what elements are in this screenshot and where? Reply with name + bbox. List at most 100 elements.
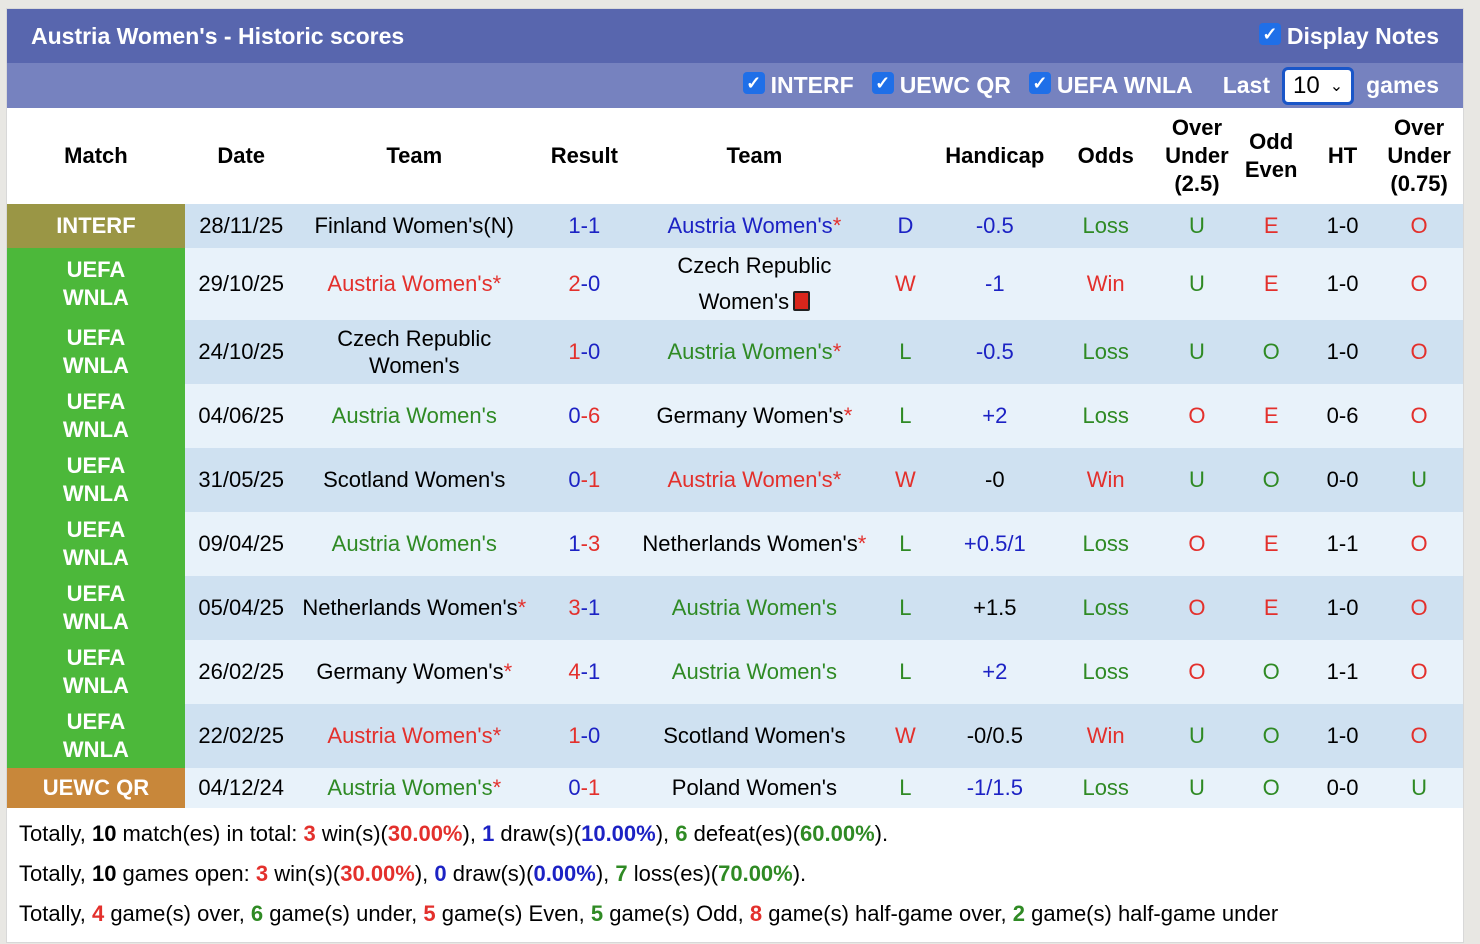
home-team[interactable]: Austria Women's* bbox=[298, 248, 531, 320]
home-score: 1 bbox=[568, 723, 581, 748]
team-name[interactable]: Scotland Women's bbox=[663, 723, 846, 748]
summary-fragment: games open: bbox=[116, 861, 256, 886]
result-score[interactable]: 0-6 bbox=[531, 384, 638, 448]
team-name[interactable]: Poland Women's bbox=[671, 775, 837, 800]
home-team[interactable]: Austria Women's bbox=[298, 512, 531, 576]
table-row[interactable]: UEFA WNLA 05/04/25 Netherlands Women's* 3-1… bbox=[7, 576, 1463, 640]
table-row[interactable]: UEFA WNLA 04/06/25 Austria Women's 0-6 Germa… bbox=[7, 384, 1463, 448]
table-row[interactable]: UEFA WNLA 29/10/25 Austria Women's* 2-0 Czec… bbox=[7, 248, 1463, 320]
result-score[interactable]: 2-0 bbox=[531, 248, 638, 320]
summary-fragment: 1 bbox=[482, 821, 495, 846]
team-name[interactable]: Austria Women's bbox=[671, 595, 837, 620]
team-name[interactable]: Austria Women's bbox=[327, 723, 493, 748]
result-score[interactable]: 1-3 bbox=[531, 512, 638, 576]
team-name[interactable]: Austria Women's bbox=[671, 659, 837, 684]
display-notes-toggle[interactable]: ✓ Display Notes bbox=[1258, 22, 1439, 50]
home-team[interactable]: Germany Women's* bbox=[298, 640, 531, 704]
half-time-score: 0-0 bbox=[1326, 775, 1359, 800]
result-score[interactable]: 1-0 bbox=[531, 704, 638, 768]
table-row[interactable]: UEFA WNLA 09/04/25 Austria Women's 1-3 Nethe… bbox=[7, 512, 1463, 576]
odds-result: Win bbox=[1086, 723, 1125, 748]
summary-fragment: ). bbox=[874, 821, 889, 846]
team-name[interactable]: Austria Women's bbox=[667, 467, 833, 492]
summary-fragment: 7 bbox=[615, 861, 628, 886]
competition-badge: UEFA WNLA bbox=[7, 512, 185, 576]
away-team[interactable]: Scotland Women's bbox=[638, 704, 871, 768]
away-team[interactable]: Germany Women's* bbox=[638, 384, 871, 448]
handicap: -0.5 bbox=[975, 213, 1014, 238]
result-score[interactable]: 4-1 bbox=[531, 640, 638, 704]
table-row[interactable]: UEFA WNLA 31/05/25 Scotland Women's 0-1 Aust… bbox=[7, 448, 1463, 512]
summary-fragment: 10 bbox=[91, 861, 117, 886]
home-team[interactable]: Netherlands Women's* bbox=[298, 576, 531, 640]
team-name[interactable]: Austria Women's bbox=[331, 531, 497, 556]
away-team[interactable]: Austria Women's* bbox=[638, 320, 871, 384]
checkbox-checked-icon[interactable]: ✓ bbox=[742, 72, 765, 94]
summary-fragment: 3 bbox=[303, 821, 316, 846]
filter-uewc-qr[interactable]: ✓ UEWC QR bbox=[871, 72, 1011, 99]
odds-result: Win bbox=[1086, 271, 1125, 296]
table-row[interactable]: UEFA WNLA 24/10/25 Czech Republic Women's 1… bbox=[7, 320, 1463, 384]
table-row[interactable]: UEFA WNLA 22/02/25 Austria Women's* 1-0 Scot… bbox=[7, 704, 1463, 768]
team-name[interactable]: Austria Women's bbox=[667, 213, 833, 238]
odds-result: Loss bbox=[1082, 595, 1129, 620]
table-row[interactable]: UEFA WNLA 26/02/25 Germany Women's* 4-1 Aust… bbox=[7, 640, 1463, 704]
result-letter: W bbox=[895, 723, 916, 748]
away-team[interactable]: Poland Women's bbox=[638, 768, 871, 808]
summary-line: Totally, 4 game(s) over, 6 game(s) under… bbox=[19, 894, 1451, 934]
result-score[interactable]: 0-1 bbox=[531, 448, 638, 512]
result-letter: W bbox=[895, 271, 916, 296]
home-team[interactable]: Austria Women's* bbox=[298, 704, 531, 768]
home-team[interactable]: Czech Republic Women's bbox=[298, 320, 531, 384]
handicap: -0/0.5 bbox=[966, 723, 1023, 748]
scores-table: Match Date Team Result Team Handicap Odds Over … bbox=[7, 108, 1463, 808]
half-time-score: 1-0 bbox=[1326, 213, 1359, 238]
summary-fragment: 10.00% bbox=[581, 821, 656, 846]
team-name[interactable]: Germany Women's bbox=[316, 659, 504, 684]
team-name[interactable]: Germany Women's bbox=[656, 403, 844, 428]
half-time-score: 1-0 bbox=[1326, 723, 1359, 748]
filter-uefa-wnla[interactable]: ✓ UEFA WNLA bbox=[1028, 72, 1193, 99]
team-name[interactable]: Czech Republic Women's bbox=[677, 253, 832, 314]
team-name[interactable]: Finland Women's(N) bbox=[314, 213, 514, 238]
team-name[interactable]: Austria Women's bbox=[667, 339, 833, 364]
team-name[interactable]: Czech Republic Women's bbox=[337, 326, 492, 378]
table-row[interactable]: INTERF 28/11/25 Finland Women's(N) 1-1 Austr… bbox=[7, 204, 1463, 248]
team-name[interactable]: Scotland Women's bbox=[323, 467, 506, 492]
away-team[interactable]: Austria Women's* bbox=[638, 204, 871, 248]
team-name[interactable]: Netherlands Women's bbox=[302, 595, 518, 620]
home-team[interactable]: Scotland Women's bbox=[298, 448, 531, 512]
away-team[interactable]: Austria Women's bbox=[638, 576, 871, 640]
summary-fragment: draw(s)( bbox=[494, 821, 582, 846]
filter-interf[interactable]: ✓ INTERF bbox=[742, 72, 854, 99]
team-name[interactable]: Austria Women's bbox=[327, 775, 493, 800]
summary-line: Totally, 10 games open: 3 win(s)(30.00%)… bbox=[19, 854, 1451, 894]
away-team[interactable]: Czech Republic Women's bbox=[638, 248, 871, 320]
score-separator: - bbox=[580, 213, 588, 238]
team-name[interactable]: Austria Women's bbox=[331, 403, 497, 428]
last-games-select[interactable]: 10 ⌄ bbox=[1282, 66, 1355, 105]
team-name[interactable]: Netherlands Women's bbox=[642, 531, 858, 556]
home-team[interactable]: Austria Women's* bbox=[298, 768, 531, 808]
team-name[interactable]: Austria Women's bbox=[327, 271, 493, 296]
table-row[interactable]: UEWC QR 04/12/24 Austria Women's* 0-1 Poland… bbox=[7, 768, 1463, 808]
home-team[interactable]: Austria Women's bbox=[298, 384, 531, 448]
odd-even: E bbox=[1263, 531, 1279, 556]
away-team[interactable]: Austria Women's bbox=[638, 640, 871, 704]
checkbox-checked-icon[interactable]: ✓ bbox=[871, 72, 894, 94]
handicap: +0.5/1 bbox=[963, 531, 1026, 556]
result-score[interactable]: 3-1 bbox=[531, 576, 638, 640]
home-team[interactable]: Finland Women's(N) bbox=[298, 204, 531, 248]
summary-fragment: 2 bbox=[1012, 901, 1026, 926]
summary-fragment: 10 bbox=[91, 821, 117, 846]
checkbox-checked-icon[interactable]: ✓ bbox=[1028, 72, 1051, 94]
away-team[interactable]: Austria Women's* bbox=[638, 448, 871, 512]
summary-fragment: game(s) half-game over, bbox=[762, 901, 1013, 926]
over-under-2-5: O bbox=[1188, 403, 1206, 428]
result-score[interactable]: 1-0 bbox=[531, 320, 638, 384]
away-team[interactable]: Netherlands Women's* bbox=[638, 512, 871, 576]
result-score[interactable]: 0-1 bbox=[531, 768, 638, 808]
over-under-2-5: O bbox=[1188, 531, 1206, 556]
checkbox-checked-icon[interactable]: ✓ bbox=[1258, 22, 1281, 45]
result-score[interactable]: 1-1 bbox=[531, 204, 638, 248]
